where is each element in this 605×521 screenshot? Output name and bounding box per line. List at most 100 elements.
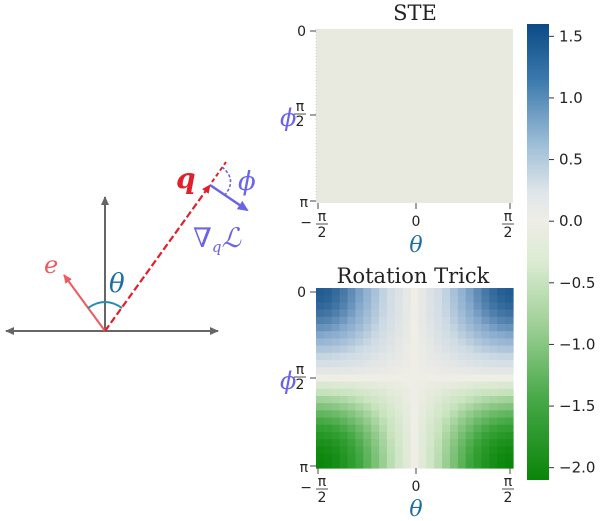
heatmap-cell xyxy=(426,345,435,354)
heatmap-cell xyxy=(355,410,364,419)
heatmap-cell xyxy=(347,381,356,390)
heatmap-cell xyxy=(481,396,490,404)
heatmap-cell xyxy=(371,352,380,361)
heatmap-cell xyxy=(497,367,506,375)
heatmap-cell xyxy=(355,309,364,318)
heatmap-cell xyxy=(347,309,356,318)
heatmap-cell xyxy=(339,396,349,404)
ste-ytick-pi-half: π 2 xyxy=(294,99,306,130)
heatmap-cell xyxy=(489,388,498,397)
heatmap-cell xyxy=(481,432,490,440)
heatmap-cell xyxy=(316,424,325,433)
heatmap-cell xyxy=(442,352,451,361)
ste-xtick-0: 0 xyxy=(412,214,421,230)
heatmap-cell xyxy=(386,439,396,447)
heatmap-cell xyxy=(473,295,483,303)
heatmap-cell xyxy=(331,302,341,311)
heatmap-cell xyxy=(434,360,443,368)
heatmap-cell xyxy=(465,403,475,411)
heatmap-cell xyxy=(316,316,325,325)
heatmap-cell xyxy=(442,367,451,375)
heatmap-cell xyxy=(442,446,451,455)
heatmap-cell xyxy=(465,388,475,397)
heatmap-cell xyxy=(386,360,396,368)
heatmap-cell xyxy=(339,345,349,354)
heatmap-cell xyxy=(394,288,404,296)
heatmap-cell xyxy=(331,360,341,368)
heatmap-cell xyxy=(418,345,427,354)
heatmap-cell xyxy=(505,439,514,447)
heatmap-cell xyxy=(473,352,483,361)
svg-text:π: π xyxy=(318,209,327,225)
heatmap-cell xyxy=(371,295,380,303)
svg-text:π: π xyxy=(504,474,513,490)
heatmap-cell xyxy=(410,295,420,303)
heatmap-cell xyxy=(505,417,514,426)
heatmap-cell xyxy=(497,360,506,368)
heatmap-cell xyxy=(442,374,451,383)
heatmap-cell xyxy=(434,367,443,375)
heatmap-cell xyxy=(442,381,451,390)
heatmap-cell xyxy=(316,302,325,311)
heatmap-cell xyxy=(465,446,475,455)
heatmap-cell xyxy=(426,338,435,347)
e-vector xyxy=(63,274,106,332)
heatmap-cell xyxy=(323,410,333,419)
heatmap-cell xyxy=(489,396,498,404)
heatmap-cell xyxy=(355,381,364,390)
heatmap-cell xyxy=(394,417,404,426)
heatmap-cell xyxy=(465,374,475,383)
heatmap-cell xyxy=(371,432,380,440)
heatmap-cell xyxy=(355,360,364,368)
heatmap-cell xyxy=(489,288,498,296)
heatmap-cell xyxy=(402,381,412,390)
heatmap-cell xyxy=(394,360,404,368)
heatmap-cell xyxy=(331,460,341,469)
heatmap-cell xyxy=(316,439,325,447)
heatmap-cell xyxy=(449,345,459,354)
heatmap-cell xyxy=(371,374,380,383)
heatmap-cell xyxy=(489,410,498,419)
heatmap-cell xyxy=(449,324,459,332)
colorbar-tick-label: −0.5 xyxy=(559,274,595,292)
heatmap-cell xyxy=(505,331,514,339)
heatmap-cell xyxy=(355,432,364,440)
heatmap-cell xyxy=(323,374,333,383)
heatmap-cell xyxy=(497,302,506,311)
heatmap-cell xyxy=(386,432,396,440)
heatmap-cell xyxy=(473,360,483,368)
heatmap-cell xyxy=(316,288,325,296)
heatmap-cell xyxy=(371,410,380,419)
heatmap-cell xyxy=(426,417,435,426)
heatmap-cell xyxy=(339,417,349,426)
heatmap-cell xyxy=(426,446,435,455)
heatmap-cell xyxy=(497,331,506,339)
heatmap-cell xyxy=(331,439,341,447)
heatmap-cell xyxy=(323,460,333,469)
heatmap-cell xyxy=(465,453,475,462)
heatmap-cell xyxy=(497,453,506,462)
heatmap-cell xyxy=(410,453,420,462)
heatmap-cell xyxy=(497,446,506,455)
heatmap-cell xyxy=(323,417,333,426)
heatmap-cell xyxy=(379,316,388,325)
heatmap-cell xyxy=(457,309,467,318)
heatmap-cell xyxy=(418,295,427,303)
heatmap-cell xyxy=(323,396,333,404)
heatmap-cell xyxy=(386,403,396,411)
heatmap-cell xyxy=(363,460,372,469)
svg-text:−: − xyxy=(300,215,312,231)
heatmap-cell xyxy=(505,388,514,397)
heatmap-cell xyxy=(347,352,356,361)
heatmap-cell xyxy=(481,352,490,361)
heatmap-cell xyxy=(465,302,475,311)
heatmap-cell xyxy=(434,424,443,433)
heatmap-cell xyxy=(339,331,349,339)
heatmap-cell xyxy=(457,324,467,332)
heatmap-cell xyxy=(347,345,356,354)
heatmap-cell xyxy=(442,302,451,311)
heatmap-cell xyxy=(489,424,498,433)
heatmap-cell xyxy=(418,338,427,347)
heatmap-cell xyxy=(347,367,356,375)
heatmap-cell xyxy=(379,295,388,303)
